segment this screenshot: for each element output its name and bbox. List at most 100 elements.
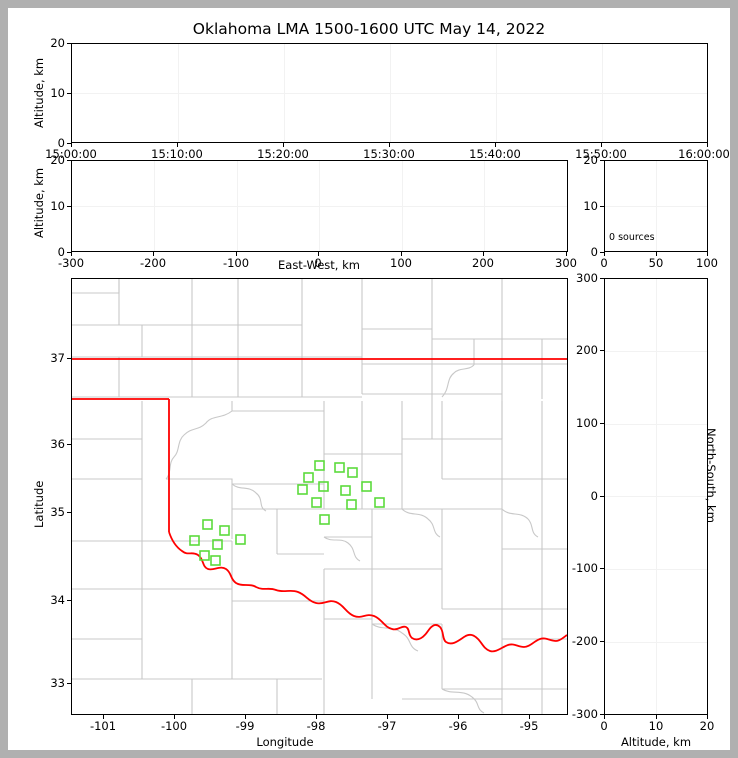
source-marker xyxy=(374,497,385,508)
x-tick-label: -101 xyxy=(89,719,117,733)
gridline xyxy=(402,161,403,251)
county-lines xyxy=(72,279,567,714)
source-marker xyxy=(318,481,329,492)
y-axis-label: Altitude, km xyxy=(32,167,46,238)
tick xyxy=(483,252,484,256)
tick xyxy=(67,444,71,445)
y-tick-label: 20 xyxy=(50,153,65,167)
north-south-altitude-panel[interactable] xyxy=(604,278,708,715)
tick xyxy=(495,143,496,147)
tick xyxy=(389,143,390,147)
tick xyxy=(458,715,459,719)
tick xyxy=(604,715,605,719)
y-tick-label: 100 xyxy=(576,416,598,430)
tick xyxy=(67,93,71,94)
source-marker xyxy=(202,519,213,530)
tick xyxy=(316,715,317,719)
source-marker xyxy=(361,481,372,492)
time-height-panel[interactable] xyxy=(71,43,708,143)
gridline xyxy=(284,44,285,142)
tick xyxy=(67,160,71,161)
y-tick-label: 37 xyxy=(50,351,65,365)
tick xyxy=(600,496,604,497)
tick xyxy=(67,683,71,684)
tick xyxy=(707,143,708,147)
source-marker xyxy=(199,550,210,561)
tick xyxy=(67,600,71,601)
tick xyxy=(71,143,72,147)
y-tick-label: 36 xyxy=(50,437,65,451)
tick xyxy=(67,358,71,359)
tick xyxy=(153,252,154,256)
tick xyxy=(318,252,319,256)
tick xyxy=(600,714,604,715)
tick xyxy=(401,252,402,256)
x-tick-label: -96 xyxy=(448,719,468,733)
source-marker xyxy=(303,472,314,483)
source-marker xyxy=(210,555,221,566)
y-tick-label: -300 xyxy=(571,707,598,721)
x-tick-label: 15:40:00 xyxy=(469,147,521,161)
x-tick-label: 15:50:00 xyxy=(575,147,627,161)
tick xyxy=(67,206,71,207)
x-tick-label: -97 xyxy=(377,719,397,733)
y-tick-label: 200 xyxy=(576,343,598,357)
tick xyxy=(67,43,71,44)
y-tick-label: 20 xyxy=(583,153,598,167)
x-tick-label: 50 xyxy=(648,256,664,270)
source-marker xyxy=(314,460,325,471)
gridline xyxy=(656,161,657,251)
x-tick-label: 0 xyxy=(600,719,608,733)
gridline xyxy=(656,279,657,714)
y-tick-label: 0 xyxy=(590,245,598,259)
tick xyxy=(601,143,602,147)
source-marker xyxy=(219,525,230,536)
x-tick-label: 100 xyxy=(390,256,412,270)
tick xyxy=(67,143,71,144)
tick xyxy=(604,252,605,256)
x-tick-label: 200 xyxy=(472,256,494,270)
gridline xyxy=(237,161,238,251)
y-tick-label: 0 xyxy=(590,489,598,503)
plan-view-map-panel[interactable] xyxy=(71,278,568,715)
y-tick-label: 0 xyxy=(57,136,65,150)
x-axis-label: East-West, km xyxy=(278,258,360,272)
gridline xyxy=(496,44,497,142)
source-marker xyxy=(340,485,351,496)
x-tick-label: 15:10:00 xyxy=(151,147,203,161)
source-marker xyxy=(334,462,345,473)
oklahoma-state-border xyxy=(72,358,567,653)
gridline xyxy=(484,161,485,251)
x-tick-label: 16:00:00 xyxy=(678,147,730,161)
gridline xyxy=(154,161,155,251)
y-tick-label: 33 xyxy=(50,676,65,690)
gridline xyxy=(390,44,391,142)
tick xyxy=(283,143,284,147)
lma-source-markers xyxy=(189,460,385,566)
tick xyxy=(600,252,604,253)
x-tick-label: 15:30:00 xyxy=(363,147,415,161)
gridline xyxy=(319,161,320,251)
east-west-altitude-panel[interactable] xyxy=(71,160,568,252)
source-marker xyxy=(347,467,358,478)
x-axis-label: Longitude xyxy=(256,735,314,749)
x-tick-label: -300 xyxy=(57,256,85,270)
tick xyxy=(245,715,246,719)
x-tick-label: -100 xyxy=(160,719,188,733)
y-tick-label: 300 xyxy=(576,271,598,285)
altitude-histogram-panel[interactable]: 0 sources xyxy=(604,160,708,252)
source-marker xyxy=(346,499,357,510)
gridline xyxy=(72,93,707,94)
y-tick-label: 34 xyxy=(50,593,65,607)
tick xyxy=(67,512,71,513)
x-tick-label: 300 xyxy=(555,256,577,270)
tick xyxy=(656,252,657,256)
source-marker xyxy=(297,484,308,495)
tick xyxy=(600,160,604,161)
gridline xyxy=(602,44,603,142)
tick xyxy=(707,252,708,256)
tick xyxy=(177,143,178,147)
figure-canvas: Oklahoma LMA 1500-1600 UTC May 14, 2022 … xyxy=(8,8,730,750)
tick xyxy=(387,715,388,719)
y-tick-label: 20 xyxy=(50,36,65,50)
